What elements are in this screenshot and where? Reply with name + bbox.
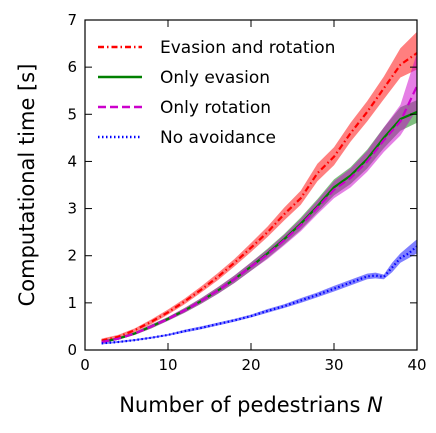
y-tick-label: 0	[67, 341, 77, 359]
legend-label-only-evasion: Only evasion	[160, 68, 270, 88]
legend-label-only-rotation: Only rotation	[160, 98, 271, 118]
x-tick-label: 20	[241, 356, 260, 374]
x-tick-label: 0	[80, 356, 90, 374]
y-tick-label: 1	[67, 294, 77, 312]
y-tick-label: 2	[67, 247, 77, 265]
series-line-no-avoidance	[101, 245, 418, 345]
band-only-rotation	[101, 53, 417, 343]
series-lines	[101, 52, 418, 345]
y-tick-label: 3	[67, 200, 77, 218]
x-tick-label: 30	[324, 356, 343, 374]
axis-ticks: 0 10 20 30 40 0 1 2 3 4 5 6 7	[67, 11, 426, 374]
legend-label-no-avoidance: No avoidance	[160, 128, 276, 148]
y-axis-label: Computational time [s]	[15, 64, 39, 307]
y-tick-label: 6	[67, 58, 77, 76]
x-tick-label: 10	[158, 356, 177, 374]
x-tick-label: 40	[407, 356, 426, 374]
y-tick-label: 5	[67, 105, 77, 123]
legend-label-evasion-and-rotation: Evasion and rotation	[160, 38, 335, 58]
x-axis-label: Number of pedestrians N	[119, 393, 383, 417]
series-line-evasion-and-rotation	[101, 52, 418, 342]
legend: Evasion and rotation Only evasion Only rot…	[98, 38, 335, 148]
y-tick-label: 4	[67, 152, 77, 170]
y-tick-label: 7	[67, 11, 77, 29]
series-line-only-rotation	[101, 85, 418, 344]
